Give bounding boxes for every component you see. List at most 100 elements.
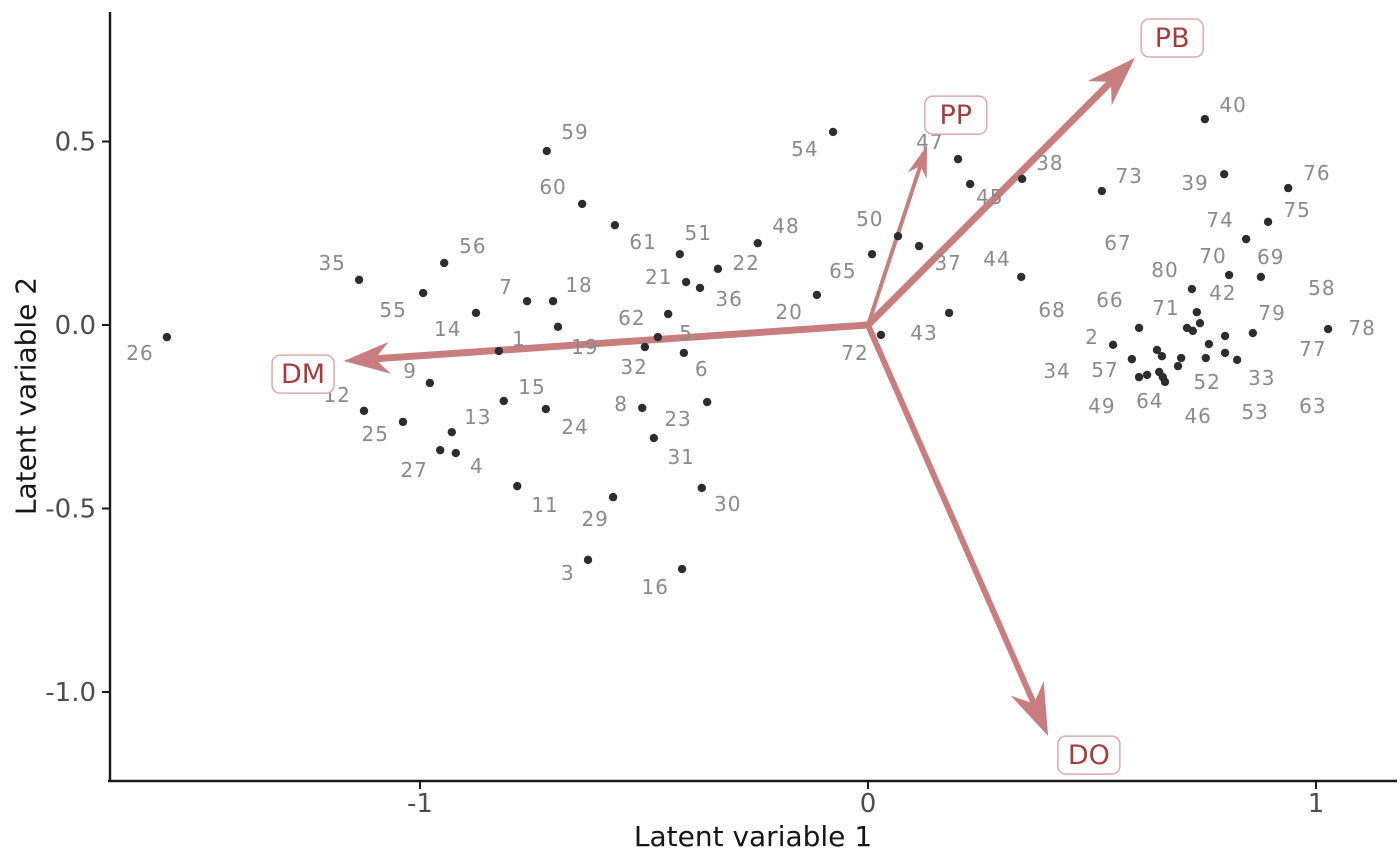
arrow-head [1010,681,1049,737]
arrow-head [343,341,391,374]
data-point-dot [162,332,172,342]
arrow-shaft [865,79,1114,328]
arrow-shaft [374,321,869,363]
data-point-dot [439,258,449,268]
loading-arrow-DM [343,321,869,374]
data-point-dot [1182,323,1192,333]
data-point-dot [541,404,551,414]
data-point-label: 48 [772,214,799,238]
data-point-dot [675,249,685,259]
data-point-label: 23 [664,407,691,431]
data-point-label: 49 [1088,394,1115,418]
data-point-dot [1108,340,1118,350]
data-point-label: 72 [841,341,868,365]
data-point-label: 64 [1136,389,1163,413]
data-point-dot [1200,114,1210,124]
data-point-dot [653,332,663,342]
data-point-label: 35 [318,251,345,275]
data-point-label: 80 [1151,258,1178,282]
data-point-dot [713,264,723,274]
data-point-label: 20 [775,300,802,324]
data-point-label: 8 [614,392,628,416]
data-point-dot [679,348,689,358]
x-axis-title: Latent variable 1 [633,820,873,853]
data-point-dot [1192,307,1202,317]
data-point-dot [953,154,963,164]
arrow-label-text: DO [1068,740,1110,771]
data-point-dot [640,342,650,352]
data-point-dot [1017,272,1026,282]
data-point-label: 11 [531,493,558,517]
data-point-label: 2 [1085,325,1099,349]
data-point-label: 59 [561,120,588,144]
data-point-label: 52 [1193,370,1220,394]
data-point-dot [1224,270,1234,280]
data-point-label: 37 [934,251,961,275]
arrow-label-box [924,95,988,135]
x-tick-label: 0 [860,789,877,819]
data-point-label: 32 [620,355,647,379]
data-point-label: 68 [1038,298,1065,322]
data-point-label: 74 [1206,208,1233,232]
data-point-dot [425,378,435,388]
data-point-dot [1195,318,1205,328]
data-point-dot [1142,370,1152,380]
data-point-label: 39 [1181,171,1208,195]
data-point-dot [1219,169,1229,179]
arrow-label-box [1140,18,1204,58]
data-point-dot [522,296,532,306]
arrow-label-box [271,354,335,394]
data-point-dot [1248,328,1258,338]
data-point-dot [542,146,551,156]
y-tick-label: 0.0 [55,311,96,341]
y-tick-label: -1.0 [45,678,96,708]
data-point-label: 70 [1199,244,1226,268]
data-point-label: 78 [1348,316,1375,340]
data-point-dot [1232,355,1242,365]
data-point-dot [1256,272,1266,282]
data-point-dot [435,445,445,455]
data-point-dot [914,241,924,251]
arrow-label-PP: PP [924,95,988,135]
x-tick-label: 1 [1308,789,1325,819]
arrow-head [907,145,928,179]
data-point-dot [663,309,673,319]
data-point-label: 36 [715,287,742,311]
data-point-dot [1176,353,1186,363]
data-point-label: 27 [400,458,427,482]
data-point-label: 76 [1303,161,1330,185]
data-point-dot [944,308,954,318]
data-point-dot [1155,367,1164,377]
data-point-dot [681,277,691,287]
data-point-dot [553,322,563,332]
data-point-label: 15 [518,375,545,399]
data-point-dot [965,179,975,189]
data-point-dot [1284,183,1293,193]
data-point-dot [638,403,647,413]
data-point-dot [1017,174,1027,184]
data-point-dot [471,308,481,318]
data-point-label: 29 [581,507,608,531]
data-point-dot [1201,353,1210,363]
arrow-head [1087,57,1136,106]
arrow-label-DO: DO [1057,735,1121,775]
data-point-label: 24 [561,415,588,439]
data-point-dot [494,346,504,356]
y-tick-label: 0.5 [55,128,96,158]
arrow-label-DM: DM [271,354,335,394]
data-point-label: 79 [1258,301,1285,325]
arrow-shaft [866,165,923,326]
data-point-dot [1220,331,1230,341]
data-point-label: 40 [1219,93,1246,117]
data-point-dot [1134,323,1144,333]
data-point-dot [697,483,706,493]
data-point-dot [354,275,364,285]
data-point-dot [583,555,593,565]
y-axis-title: Latent variable 2 [9,276,43,516]
y-tick-label: -0.5 [45,495,96,525]
data-point-label: 5 [679,321,693,345]
data-point-dot [451,448,461,458]
data-point-label: 54 [791,137,818,161]
arrow-shaft [865,323,1037,705]
arrow-label-text: PB [1155,23,1190,54]
